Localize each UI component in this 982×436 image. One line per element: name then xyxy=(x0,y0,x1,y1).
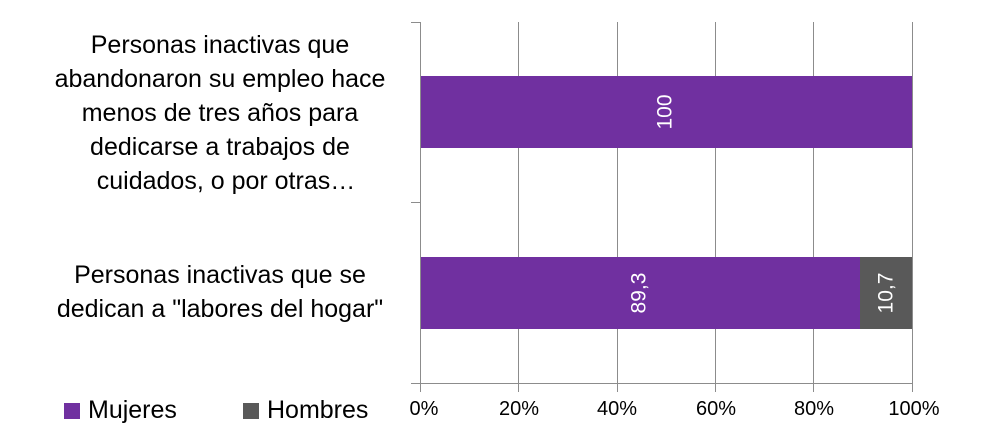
category-line: Personas inactivas que xyxy=(90,31,350,59)
category-label-2: Personas inactivas que se dedican a "lab… xyxy=(20,258,420,326)
legend-swatch-hombres xyxy=(243,402,259,419)
bar-cat2-hombres xyxy=(860,257,912,329)
x-tick xyxy=(518,383,519,392)
legend-item-mujeres: Mujeres xyxy=(64,396,177,425)
x-tick-label: 40% xyxy=(596,398,638,420)
x-tick xyxy=(420,383,421,392)
category-line: dedicarse a trabajos de xyxy=(90,133,350,161)
legend-swatch-mujeres xyxy=(64,402,80,419)
y-tick xyxy=(411,202,420,203)
category-line: Personas inactivas que se xyxy=(74,261,366,289)
x-tick-label: 80% xyxy=(793,398,835,420)
legend-item-hombres: Hombres xyxy=(243,396,368,425)
x-tick xyxy=(813,383,814,392)
bar-label-cat2-hombres: 10,7 xyxy=(874,272,898,314)
bar-cat2-mujeres xyxy=(421,257,860,329)
gridline-60 xyxy=(715,22,716,383)
legend-label-hombres: Hombres xyxy=(267,396,369,424)
bar-cat1-mujeres xyxy=(421,76,912,148)
bar-label-cat1-mujeres: 100 xyxy=(653,94,677,130)
category-line: cuidados, o por otras… xyxy=(96,167,356,195)
x-tick-label: 0% xyxy=(409,398,439,420)
gridline-80 xyxy=(813,22,814,383)
category-line: abandonaron su empleo hace xyxy=(54,65,386,93)
x-tick-label: 20% xyxy=(498,398,540,420)
x-tick xyxy=(912,383,913,392)
gridline-20 xyxy=(518,22,519,383)
bar-label-cat2-mujeres: 89,3 xyxy=(627,272,651,314)
x-tick xyxy=(715,383,716,392)
x-tick xyxy=(617,383,618,392)
gridline-40 xyxy=(617,22,618,383)
category-label-1: Personas inactivas que abandonaron su em… xyxy=(20,28,420,198)
y-tick xyxy=(411,22,420,23)
x-axis xyxy=(411,383,913,384)
y-axis xyxy=(420,22,421,383)
category-line: menos de tres años para xyxy=(81,99,359,127)
x-tick-label: 60% xyxy=(695,398,737,420)
x-tick-label: 100% xyxy=(888,398,940,420)
category-line: dedican a "labores del hogar" xyxy=(56,295,384,323)
legend-label-mujeres: Mujeres xyxy=(88,396,177,424)
gridline-100 xyxy=(912,22,913,383)
